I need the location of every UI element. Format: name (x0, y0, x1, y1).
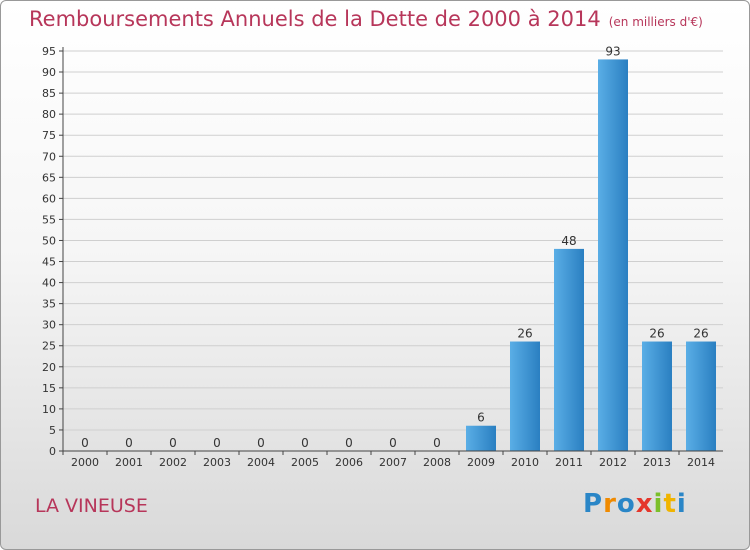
chart-unit: (en milliers d'€) (608, 15, 703, 29)
proxiti-logo: Proxiti (583, 489, 687, 519)
x-tick-label: 2000 (71, 456, 99, 469)
y-tick-label: 95 (42, 45, 56, 58)
x-tick-label: 2001 (115, 456, 143, 469)
bar-2011 (554, 248, 584, 451)
y-tick-label: 25 (42, 340, 56, 353)
bar-2009 (466, 425, 496, 451)
x-tick-label: 2007 (379, 456, 407, 469)
x-tick-label: 2003 (203, 456, 231, 469)
x-tick-label: 2004 (247, 456, 275, 469)
y-tick-label: 85 (42, 87, 56, 100)
y-axis: 0 5 10 15 20 25 30 35 40 45 50 55 60 65 70 75 80 85 90 95 (42, 45, 64, 458)
x-tick-label: 2011 (555, 456, 583, 469)
bar-value-label: 0 (433, 436, 441, 450)
bar-value-label: 93 (605, 44, 620, 58)
x-tick-label: 2013 (643, 456, 671, 469)
y-tick-label: 40 (42, 277, 56, 290)
y-tick-label: 10 (42, 403, 56, 416)
bar-value-label: 0 (213, 436, 221, 450)
x-tick-label: 2012 (599, 456, 627, 469)
y-tick-label: 0 (49, 445, 56, 458)
y-tick-label: 45 (42, 256, 56, 269)
bar-value-label: 0 (345, 436, 353, 450)
bar-value-label: 48 (561, 234, 576, 248)
bar-2012 (598, 59, 628, 451)
bar-2010 (510, 341, 540, 451)
y-tick-label: 65 (42, 171, 56, 184)
bar-value-label: 6 (477, 411, 485, 425)
y-tick-label: 50 (42, 234, 56, 247)
bar-value-label: 0 (169, 436, 177, 450)
commune-name: LA VINEUSE (35, 495, 148, 517)
y-tick-label: 90 (42, 66, 56, 79)
bar-value-label: 26 (517, 327, 532, 341)
bar-2013 (642, 341, 672, 451)
y-tick-label: 30 (42, 319, 56, 332)
bar-value-label: 0 (81, 436, 89, 450)
bar-2014 (686, 341, 716, 451)
bar-value-label: 0 (389, 436, 397, 450)
x-tick-label: 2005 (291, 456, 319, 469)
y-tick-label: 60 (42, 192, 56, 205)
y-tick-label: 15 (42, 382, 56, 395)
x-axis: 2000 2001 2002 2003 2004 2005 2006 2007 2008 2009… (62, 450, 723, 469)
x-tick-label: 2002 (159, 456, 187, 469)
bar-value-label: 0 (125, 436, 133, 450)
x-tick-label: 2006 (335, 456, 363, 469)
y-tick-label: 5 (49, 424, 56, 437)
bars: 0 0 0 0 0 0 0 0 0 6 26 48 93 26 26 (81, 44, 716, 451)
x-tick-label: 2010 (511, 456, 539, 469)
y-tick-label: 35 (42, 298, 56, 311)
y-tick-label: 80 (42, 108, 56, 121)
bar-value-label: 0 (301, 436, 309, 450)
y-tick-label: 70 (42, 150, 56, 163)
bar-value-label: 26 (649, 327, 664, 341)
chart-title-text: Remboursements Annuels de la Dette de 20… (29, 7, 601, 31)
x-tick-label: 2009 (467, 456, 495, 469)
y-tick-label: 75 (42, 129, 56, 142)
y-tick-label: 20 (42, 361, 56, 374)
chart-title: Remboursements Annuels de la Dette de 20… (29, 7, 703, 31)
bar-value-label: 26 (693, 327, 708, 341)
bar-value-label: 0 (257, 436, 265, 450)
x-tick-label: 2014 (687, 456, 715, 469)
x-tick-label: 2008 (423, 456, 451, 469)
y-tick-label: 55 (42, 213, 56, 226)
